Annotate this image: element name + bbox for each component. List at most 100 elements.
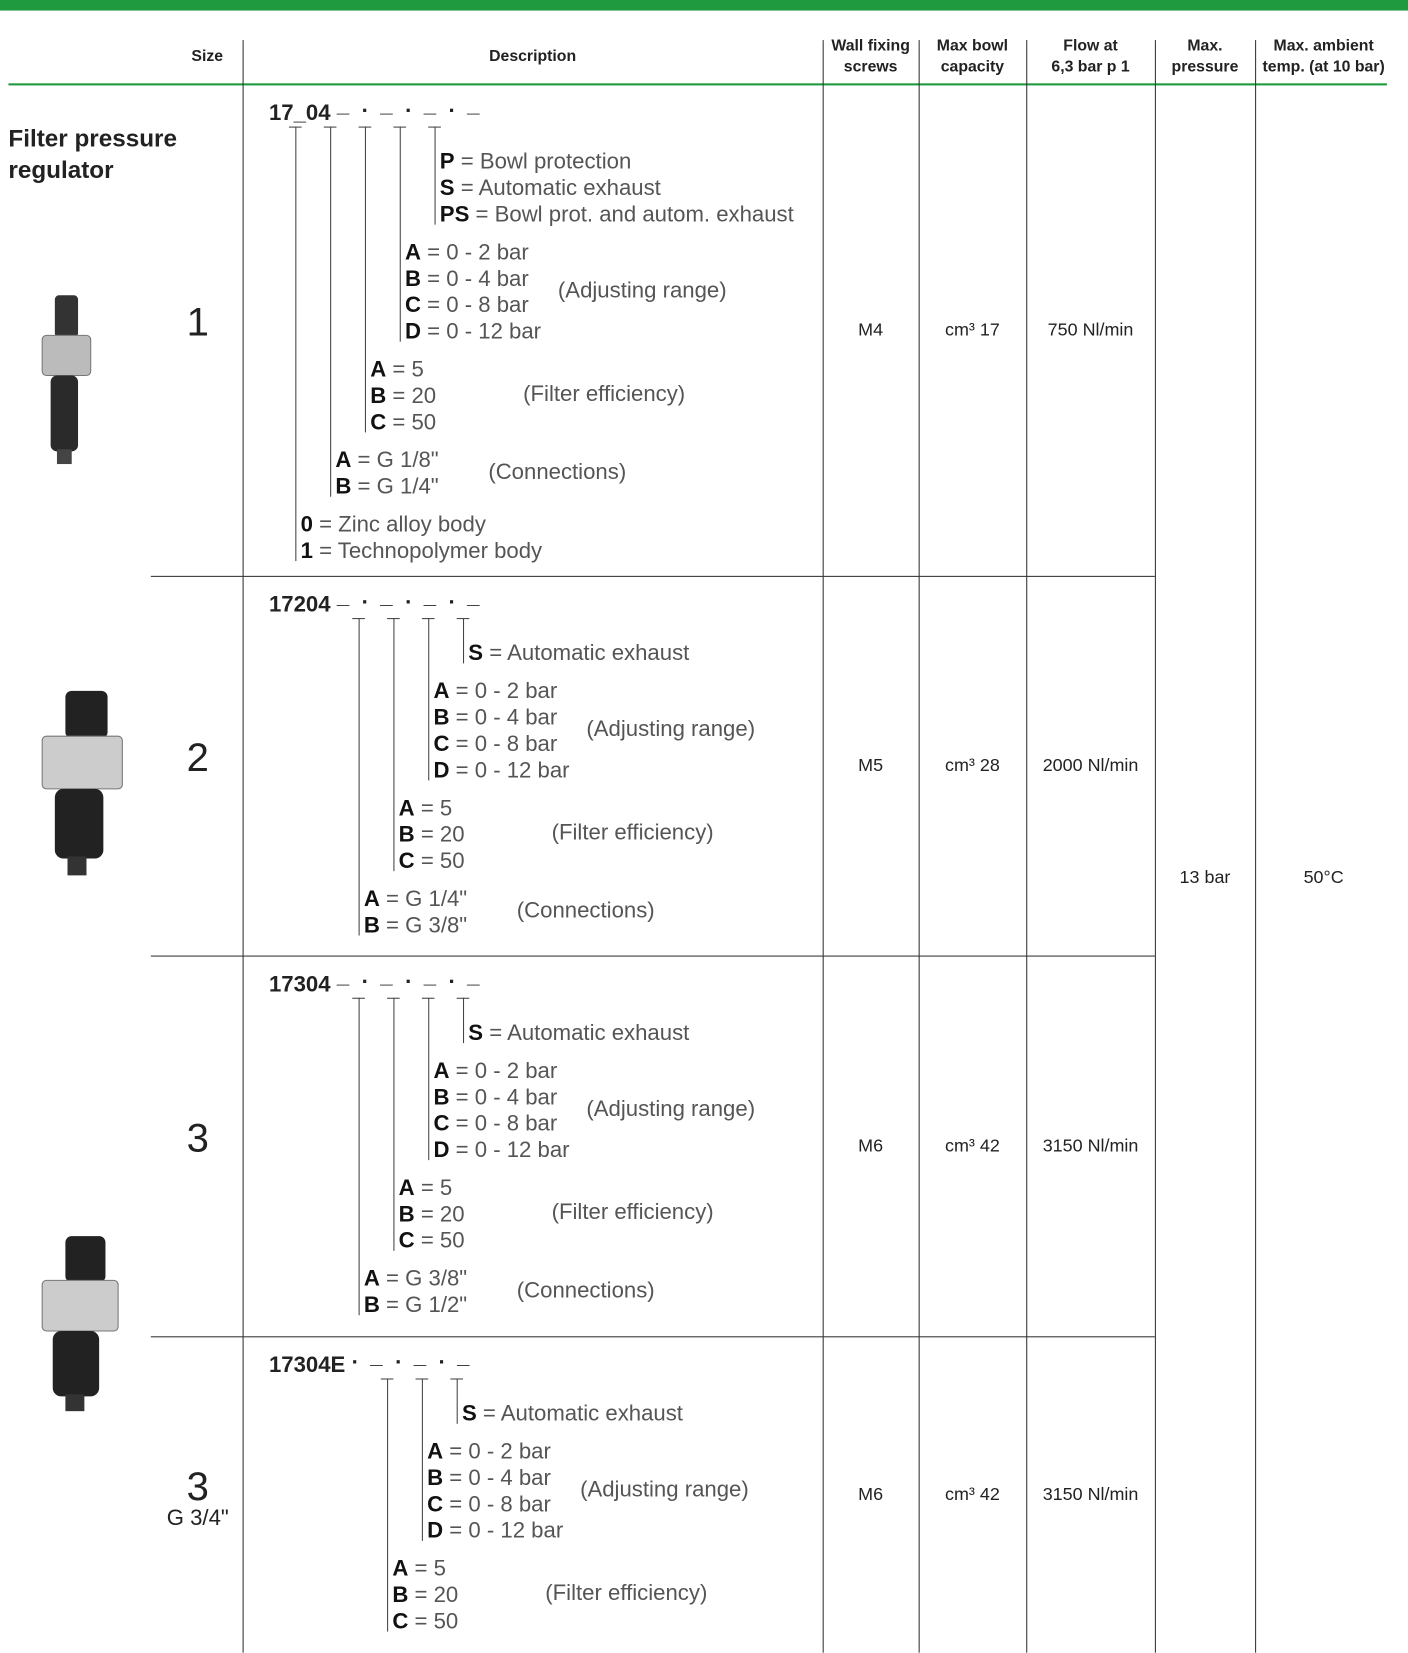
option: S = Automatic exhaust (462, 1401, 683, 1427)
column-rule (1026, 40, 1028, 1653)
option: PS = Bowl prot. and autom. exhaust (440, 201, 794, 227)
option-key: B (370, 383, 387, 409)
option-key: 0 (300, 512, 313, 537)
option: S = Automatic exhaust (468, 1020, 689, 1046)
column-header: Max. ambient temp. (at 10 bar) (1255, 36, 1392, 78)
option-key: D (427, 1518, 444, 1543)
header-rule (8, 83, 1387, 86)
wall-screws: M5 (858, 755, 884, 776)
flow: 750 Nl/min (1047, 319, 1134, 340)
option-key: C (427, 1492, 444, 1517)
option-key: A (427, 1439, 444, 1464)
option-key: C (404, 293, 421, 318)
size: 2 (186, 736, 209, 781)
top-bar (0, 0, 1408, 11)
column-rule (822, 40, 824, 1653)
option: B = G 1/4" (335, 474, 438, 500)
max-temp: 50°C (1303, 866, 1344, 887)
option-key: C (370, 410, 387, 435)
header-line: Max bowl (936, 36, 1009, 55)
code: 17304 _ . _ . _ . _ (268, 964, 483, 997)
bracket-line (393, 618, 395, 872)
code-slots: _ . _ . _ . _ (336, 584, 483, 609)
option-key: C (433, 731, 450, 757)
option: A = 5 (399, 1175, 453, 1201)
flow: 3150 Nl/min (1042, 1483, 1139, 1504)
option-key: S (468, 641, 484, 666)
bracket-tick (456, 997, 470, 999)
bracket-line (428, 997, 430, 1161)
option: A = 5 (392, 1556, 446, 1582)
option: B = G 1/2" (364, 1292, 467, 1318)
option: A = 0 - 2 bar (433, 1058, 557, 1084)
option: C = 0 - 8 bar (427, 1491, 551, 1517)
product-image (41, 1236, 119, 1412)
option-text: = 0 - 8 bar (449, 1492, 551, 1517)
option-key: P (439, 149, 455, 175)
group-note: (Filter efficiency) (523, 381, 686, 407)
option: B = 0 - 4 bar (427, 1465, 551, 1491)
option: D = 0 - 12 bar (433, 1137, 569, 1163)
bracket-line (421, 1378, 423, 1541)
option-key: A (363, 1266, 380, 1291)
option: B = G 3/8" (364, 912, 467, 938)
option: B = 20 (392, 1582, 458, 1608)
bracket-tick (421, 618, 435, 620)
option: P = Bowl protection (440, 149, 631, 175)
product-images (41, 295, 123, 1412)
option-key: B (427, 1466, 444, 1491)
size-cell: 2 (148, 736, 248, 781)
option-text: = 0 - 4 bar (427, 266, 529, 292)
option: A = 0 - 2 bar (427, 1439, 551, 1465)
code-base: 17304 (268, 972, 331, 997)
group-note: (Adjusting range) (586, 1096, 756, 1121)
column-header: Wall fixing screws (823, 36, 919, 78)
bowl-capacity: cm³ 17 (945, 319, 1000, 340)
option: B = 0 - 4 bar (433, 1084, 557, 1110)
option: C = 50 (399, 1228, 465, 1254)
bracket-tick (393, 126, 407, 128)
code-base: 17_04 (268, 101, 331, 126)
bracket-tick (352, 997, 365, 999)
column-header: Flow at 6,3 bar p 1 (1026, 36, 1155, 78)
option-text: = 0 - 8 bar (455, 731, 558, 757)
option: S = Automatic exhaust (440, 175, 661, 201)
option-text: = 20 (414, 1583, 459, 1608)
option-text: = G 1/2" (386, 1293, 468, 1318)
size-note: G 3/4" (166, 1506, 229, 1531)
header-line: Wall fixing (831, 36, 910, 55)
bracket-line (387, 1378, 389, 1632)
max-pressure: 13 bar (1179, 866, 1231, 887)
option: 0 = Zinc alloy body (301, 512, 486, 538)
option: B = 0 - 4 bar (405, 266, 529, 292)
option-key: B (392, 1583, 409, 1608)
bowl-capacity: cm³ 42 (945, 1135, 1000, 1156)
column-header: Description (243, 46, 823, 67)
header-line: Description (489, 47, 577, 66)
option-text: = G 3/8" (386, 1266, 468, 1291)
bracket-line (295, 126, 297, 562)
column-header: Size (161, 46, 253, 67)
code: 17204 _ . _ . _ . _ (269, 584, 483, 618)
option-text: = Automatic exhaust (482, 1401, 683, 1426)
option-text: = Zinc alloy body (319, 512, 486, 537)
option-text: = 50 (414, 1609, 459, 1634)
bracket-line (330, 126, 332, 497)
title-line: Filter pressure (8, 124, 177, 152)
option-key: D (404, 319, 421, 344)
option: A = 5 (399, 795, 453, 821)
bracket-tick (428, 126, 441, 128)
size: 3 (186, 1464, 209, 1510)
option-text: = 0 - 4 bar (449, 1466, 551, 1491)
option-text: = 5 (420, 796, 453, 821)
option: C = 50 (392, 1608, 458, 1634)
option-text: = 0 - 12 bar (427, 319, 542, 344)
option-text: = 50 (420, 849, 465, 874)
option-key: B (363, 1293, 380, 1318)
option: C = 0 - 8 bar (405, 292, 529, 318)
option-key: D (433, 758, 450, 783)
header-line: Size (191, 47, 224, 66)
option: B = 20 (370, 383, 436, 409)
